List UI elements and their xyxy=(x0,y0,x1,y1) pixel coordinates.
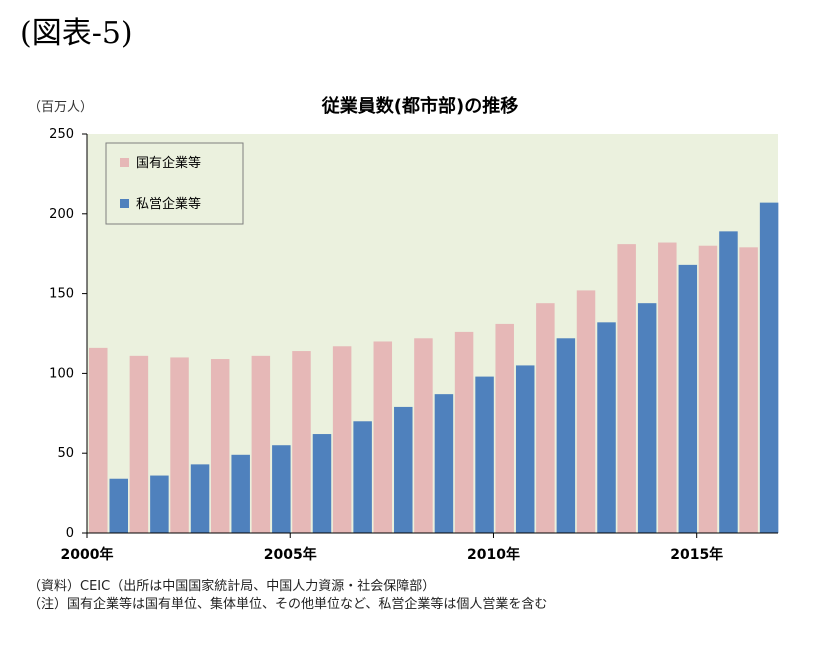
bar-private-2012 xyxy=(597,322,616,533)
bar-state-2012 xyxy=(576,290,596,533)
y-tick-label: 200 xyxy=(49,207,74,222)
y-tick-label: 150 xyxy=(49,287,74,302)
bar-state-2005 xyxy=(292,351,311,533)
bar-private-2010 xyxy=(515,365,535,533)
bar-private-2004 xyxy=(272,445,291,533)
bar-private-2001 xyxy=(150,475,169,533)
bar-private-2005 xyxy=(312,434,332,533)
y-tick-label: 100 xyxy=(49,366,74,381)
source-note: （資料）CEIC（出所は中国国家統計局、中国人力資源・社会保障部） xyxy=(28,579,436,594)
bar-private-2009 xyxy=(475,376,494,533)
bar-private-2008 xyxy=(434,394,454,533)
y-tick-label: 250 xyxy=(49,127,74,142)
bar-private-2002 xyxy=(190,464,210,533)
bar-state-2007 xyxy=(373,341,393,533)
legend-box xyxy=(105,142,244,225)
chart-canvas: 0 50 100 150 200 250 2000年 2005年 2010年 2015年 国有企業等… xyxy=(49,127,779,563)
x-tick-label: 2010年 xyxy=(467,546,520,563)
bar-state-2002 xyxy=(170,357,189,533)
x-tick-label: 2000年 xyxy=(61,546,114,563)
bar-private-2006 xyxy=(353,421,372,533)
bar-state-2001 xyxy=(129,355,149,533)
bar-private-2011 xyxy=(556,338,576,533)
bar-state-2016 xyxy=(739,247,758,534)
chart-notes: （資料）CEIC（出所は中国国家統計局、中国人力資源・社会保障部） （注）国有企… xyxy=(28,578,547,614)
bar-state-2008 xyxy=(414,338,433,533)
bar-private-2014 xyxy=(678,264,698,533)
footnote: （注）国有企業等は国有単位、集体単位、その他単位など、私営企業等は個人営業を含む xyxy=(28,597,548,612)
y-tick-label: 50 xyxy=(57,446,74,461)
bar-state-2010 xyxy=(495,323,514,533)
bar-private-2000 xyxy=(109,478,128,533)
chart-title: 従業員数(都市部)の推移 xyxy=(321,96,519,117)
bar-state-2013 xyxy=(617,244,636,533)
legend-swatch xyxy=(120,158,129,167)
bar-state-2006 xyxy=(332,346,352,533)
x-tick-label: 2005年 xyxy=(264,546,317,563)
bar-private-2007 xyxy=(394,406,413,533)
legend-label: 国有企業等 xyxy=(136,155,201,171)
bar-private-2013 xyxy=(637,303,657,533)
y-tick-label: 0 xyxy=(66,526,74,541)
legend-swatch xyxy=(120,199,129,208)
legend-label: 私営企業等 xyxy=(136,196,201,212)
bar-state-2000 xyxy=(89,347,108,533)
bar-state-2014 xyxy=(658,242,677,533)
bar-private-2003 xyxy=(231,454,250,533)
bar-state-2015 xyxy=(698,245,718,533)
bar-state-2003 xyxy=(210,359,230,533)
bar-state-2011 xyxy=(536,303,555,533)
bar-state-2009 xyxy=(454,331,474,533)
bar-private-2015 xyxy=(719,231,738,533)
bar-private-2016 xyxy=(759,202,779,534)
figure-label: (図表-5) xyxy=(20,16,133,51)
y-axis-unit-label: （百万人） xyxy=(28,100,94,115)
x-tick-label: 2015年 xyxy=(670,546,723,563)
bar-state-2004 xyxy=(251,355,271,533)
